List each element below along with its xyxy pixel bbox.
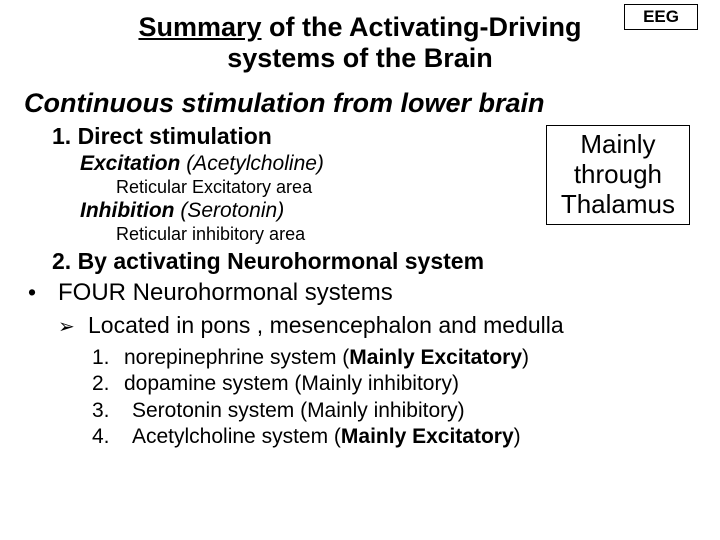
list-text: Acetylcholine system (Mainly Excitatory) [124,424,521,450]
callout-line-1: Mainly [561,130,675,160]
title-rest: of the Activating-Driving systems of the… [227,12,581,73]
bullet-marker: • [24,279,58,307]
list-item: 1. norepinephrine system (Mainly Excitat… [92,345,696,371]
list-text: norepinephrine system (Mainly Excitatory… [124,345,529,371]
arrow-icon: ➢ [58,313,88,339]
list-num: 3. [92,398,124,424]
arrow-row: ➢ Located in pons , mesencephalon and me… [58,313,696,339]
list-text: Serotonin system (Mainly inhibitory) [124,398,465,424]
callout-line-2: through [561,160,675,190]
excitation-sub: Reticular Excitatory area [116,177,546,198]
excitation-label: Excitation [80,152,180,175]
inhibition-label: Inhibition [80,199,174,222]
list-num: 1. [92,345,124,371]
excitation-paren: (Acetylcholine) [180,152,324,175]
list-num: 2. [92,371,124,397]
thalamus-callout: Mainly through Thalamus [546,125,690,225]
eeg-badge: EEG [624,4,698,30]
list-item: 4. Acetylcholine system (Mainly Excitato… [92,424,696,450]
list-num: 4. [92,424,124,450]
list-item: 3. Serotonin system (Mainly inhibitory) [92,398,696,424]
section-1-left: 1. Direct stimulation Excitation (Acetyl… [24,123,546,246]
title-underlined: Summary [138,12,261,42]
bullet-row: • FOUR Neurohormonal systems [24,279,696,307]
inhibition-sub: Reticular inhibitory area [116,224,546,245]
callout-line-3: Thalamus [561,190,675,220]
bullet-text: FOUR Neurohormonal systems [58,279,393,307]
numbered-list: 1. norepinephrine system (Mainly Excitat… [92,345,696,450]
subtitle: Continuous stimulation from lower brain [24,88,696,119]
slide-title: Summary of the Activating-Driving system… [84,12,636,74]
inhibition-paren: (Serotonin) [174,199,284,222]
excitation-line: Excitation (Acetylcholine) [80,152,546,176]
section-1-heading: 1. Direct stimulation [52,123,546,150]
arrow-text: Located in pons , mesencephalon and medu… [88,313,564,339]
inhibition-line: Inhibition (Serotonin) [80,199,546,223]
section-2-heading: 2. By activating Neurohormonal system [52,248,696,275]
list-item: 2. dopamine system (Mainly inhibitory) [92,371,696,397]
list-text: dopamine system (Mainly inhibitory) [124,371,459,397]
section-1-row: 1. Direct stimulation Excitation (Acetyl… [24,123,696,246]
